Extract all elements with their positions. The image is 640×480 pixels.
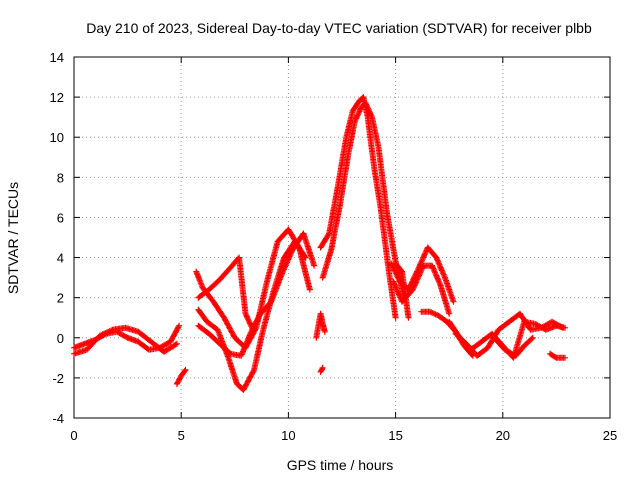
y-tick-label: 12 <box>50 90 64 105</box>
x-tick-label: 5 <box>178 428 185 443</box>
data-points-trace-g <box>195 230 318 359</box>
y-tick-label: 0 <box>57 331 64 346</box>
series-trace-n <box>392 260 412 321</box>
series-trace-r <box>491 334 536 359</box>
series-trace-h <box>317 364 326 375</box>
y-tick-label: 2 <box>57 291 64 306</box>
x-tick-label: 25 <box>603 428 617 443</box>
data-points-trace-k <box>319 100 408 301</box>
series-trace-i <box>313 310 328 341</box>
y-tick-label: 8 <box>57 170 64 185</box>
series-trace-b <box>71 324 180 357</box>
ticks: 0 5 10 15 20 25 -4 -2 0 2 4 6 8 10 12 14 <box>50 50 618 443</box>
data-points-trace-i <box>313 310 328 341</box>
series-trace-s <box>547 350 568 361</box>
series-trace-k <box>319 100 408 301</box>
x-tick-label: 15 <box>388 428 402 443</box>
data-points-trace-o <box>418 308 476 359</box>
x-tick-label: 10 <box>281 428 295 443</box>
series-trace-g <box>195 230 318 359</box>
series-trace-o <box>418 308 476 359</box>
data-points-trace-c <box>173 366 189 387</box>
y-tick-label: 10 <box>50 130 64 145</box>
data-points-trace-h <box>317 364 326 375</box>
y-tick-label: -4 <box>52 411 64 426</box>
data-points-trace-n <box>392 260 412 321</box>
y-tick-label: 14 <box>50 50 64 65</box>
data-points-trace-b <box>71 324 180 357</box>
data-points-trace-e <box>195 254 255 331</box>
series-trace-c <box>173 366 189 387</box>
x-tick-label: 20 <box>496 428 510 443</box>
data-points-trace-s <box>547 350 568 361</box>
series-trace-q <box>452 310 566 359</box>
x-axis-label: GPS time / hours <box>287 457 394 473</box>
grid <box>74 57 610 418</box>
data-marks <box>71 94 568 393</box>
y-tick-label: -2 <box>52 371 64 386</box>
series-trace-f <box>195 238 309 393</box>
chart-title: Day 210 of 2023, Sidereal Day-to-day VTE… <box>86 20 592 36</box>
plot-frame <box>73 56 611 419</box>
data-points-trace-r <box>491 334 536 359</box>
series-trace-e <box>195 254 255 331</box>
y-tick-label: 4 <box>57 251 64 266</box>
data-points-trace-q <box>452 310 566 359</box>
y-axis-label: SDTVAR / TECUs <box>5 182 21 294</box>
y-tick-label: 6 <box>57 210 64 225</box>
x-tick-label: 0 <box>70 428 77 443</box>
data-points-trace-f <box>195 238 309 393</box>
